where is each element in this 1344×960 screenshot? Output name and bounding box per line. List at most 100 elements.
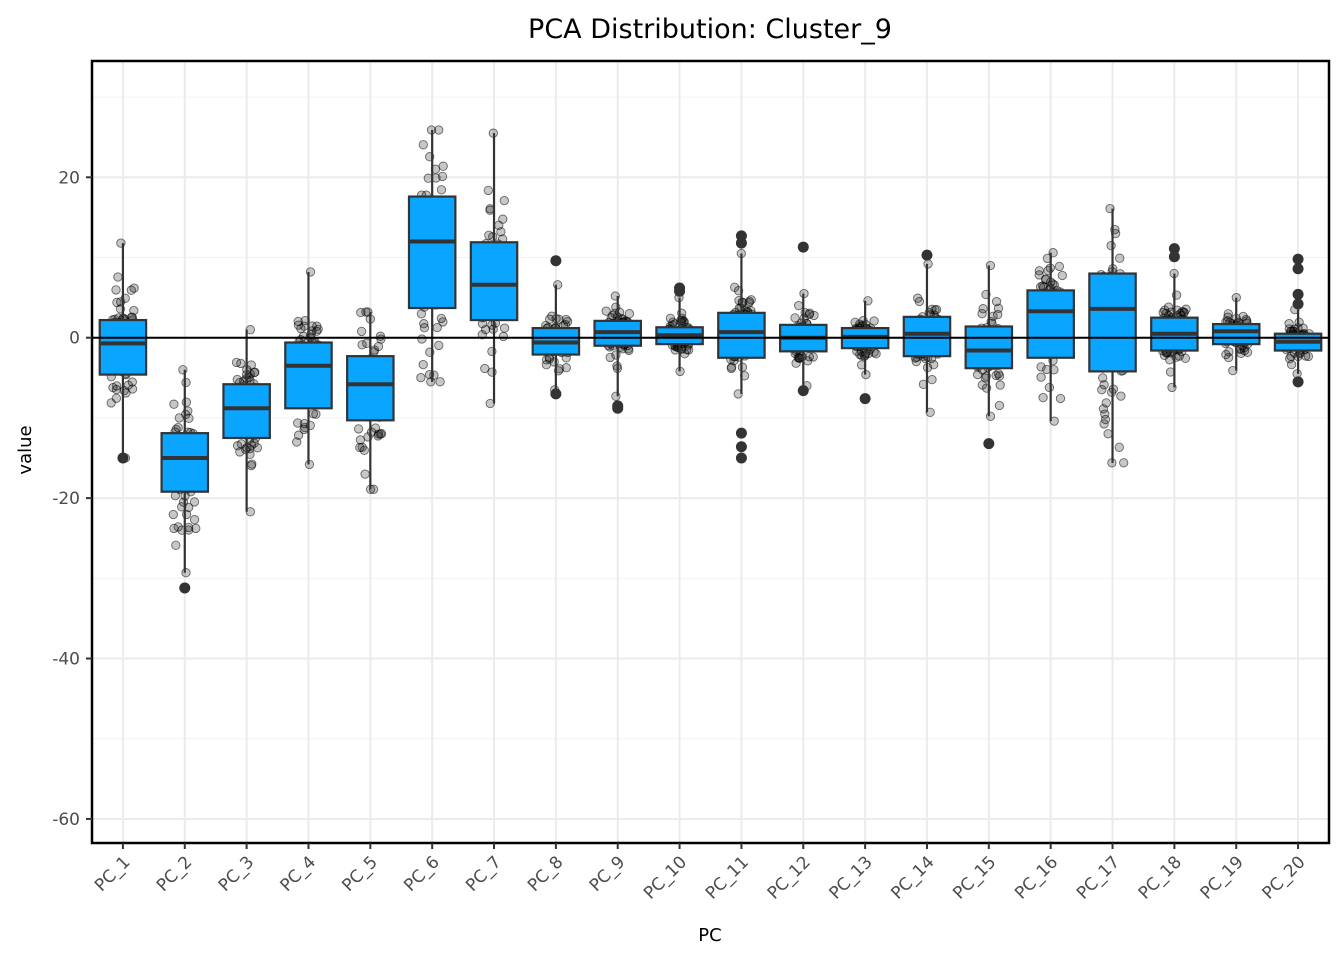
jitter-point [913, 293, 923, 303]
jitter-point [985, 411, 996, 421]
jitter-point [353, 424, 364, 434]
jitter-point [1101, 398, 1111, 408]
jitter-point [355, 442, 365, 453]
y-axis-title: value [15, 425, 36, 474]
jitter-point [436, 185, 447, 195]
jitter-point [1224, 352, 1234, 363]
jitter-point [931, 304, 942, 315]
jitter-point [744, 296, 755, 306]
jitter-point [189, 497, 200, 507]
jitter-point [308, 409, 319, 419]
jitter-point [293, 418, 303, 428]
box-pc-17 [1088, 272, 1137, 373]
box-pc-14 [902, 315, 952, 358]
jitter-point [245, 507, 255, 517]
outlier-point [1292, 376, 1304, 388]
x-tick-label: PC_4 [277, 852, 320, 895]
jitter-point [189, 515, 200, 525]
jitter-point [562, 316, 573, 327]
jitter-point [232, 374, 242, 385]
x-tick-label: PC_17 [1073, 852, 1124, 903]
jitter-point [925, 407, 935, 417]
jitter-point [480, 324, 491, 335]
jitter-point [312, 326, 322, 336]
jitter-point [923, 259, 933, 269]
x-tick-label: PC_11 [702, 852, 753, 903]
jitter-point [485, 398, 495, 409]
jitter-point [168, 509, 178, 520]
jitter-point [438, 161, 448, 171]
jitter-point [123, 380, 133, 390]
box-pc-4 [284, 341, 333, 410]
outlier-point [735, 237, 747, 249]
outlier-point [797, 241, 809, 253]
jitter-point [494, 220, 504, 230]
jitter-point [994, 400, 1005, 411]
jitter-point [293, 430, 304, 440]
jitter-point [1228, 365, 1238, 376]
x-tick-label: PC_12 [764, 852, 815, 903]
jitter-point [416, 309, 427, 319]
jitter-point [973, 369, 983, 380]
outlier-point [735, 427, 747, 439]
x-tick-label: PC_16 [1011, 852, 1062, 903]
jitter-point [1103, 429, 1113, 439]
x-tick-label: PC_10 [640, 852, 691, 903]
jitter-point [929, 360, 939, 370]
jitter-point [417, 334, 427, 344]
outlier-point [179, 582, 191, 594]
jitter-point [438, 317, 448, 327]
outlier-point [550, 388, 562, 400]
jitter-point [292, 437, 302, 447]
y-tick-label: 0 [69, 329, 80, 349]
jitter-point [126, 285, 136, 295]
jitter-point [108, 382, 118, 393]
x-axis: PC_1 PC_2 PC_3 PC_4 PC_5 PC_6 PC_7 PC_8 PC_9 PC_1… [91, 843, 1310, 903]
box-pc-3 [222, 383, 271, 440]
jitter-point [994, 371, 1005, 381]
jitter-point [977, 380, 987, 390]
jitter-point [1158, 307, 1168, 318]
jitter-point [437, 171, 448, 182]
x-tick-label: PC_5 [338, 852, 381, 895]
jitter-point [129, 305, 139, 316]
jitter-point [368, 484, 379, 494]
jitter-point [373, 431, 383, 441]
box-pc-5 [346, 355, 395, 422]
jitter-point [1054, 261, 1065, 272]
jitter-point [1114, 442, 1124, 452]
y-tick-label: 20 [58, 168, 80, 188]
jitter-point [1303, 351, 1314, 362]
jitter-point [356, 326, 367, 337]
outlier-point [1292, 253, 1304, 265]
jitter-point [499, 195, 509, 206]
jitter-point [1099, 380, 1109, 390]
outlier-point [1168, 243, 1180, 255]
jitter-point [171, 540, 181, 550]
jitter-point [113, 272, 123, 282]
jitter-point [605, 352, 615, 363]
box-pc-2 [160, 432, 210, 493]
jitter-point [169, 523, 179, 534]
x-tick-label: PC_8 [524, 852, 567, 895]
jitter-point [545, 314, 555, 324]
x-tick-label: PC_9 [586, 852, 629, 895]
jitter-point [1055, 393, 1066, 404]
x-tick-label: PC_18 [1135, 852, 1186, 903]
jitter-point [1242, 347, 1253, 357]
box-pc-6 [407, 195, 457, 310]
jitter-point [499, 323, 510, 333]
jitter-point [370, 423, 381, 433]
jitter-point [1115, 253, 1125, 263]
outlier-point [674, 285, 686, 297]
grid [92, 61, 1329, 843]
jitter-point [993, 303, 1004, 313]
outlier-point [1168, 251, 1180, 263]
jitter-point [553, 280, 563, 290]
jitter-point [1159, 350, 1170, 360]
jitter-point [1238, 311, 1248, 322]
jitter-point [355, 435, 366, 445]
jitter-point [1038, 392, 1048, 403]
jitter-point [356, 307, 366, 318]
